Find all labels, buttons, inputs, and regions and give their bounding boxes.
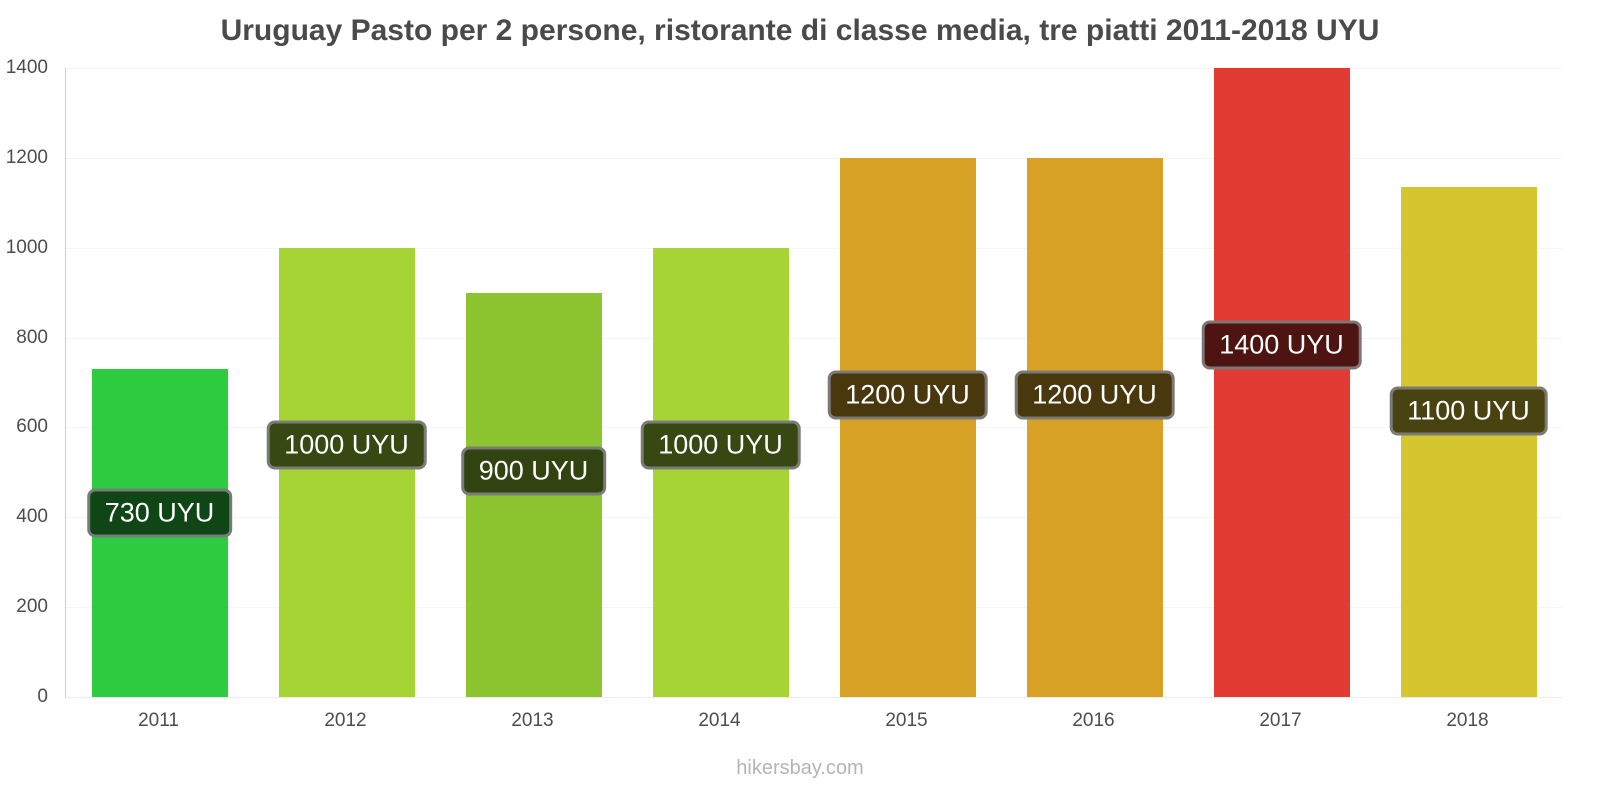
x-tick-label: 2017: [1259, 710, 1302, 731]
x-tick-label: 2018: [1446, 710, 1489, 731]
bar-value-label: 900 UYU: [460, 446, 607, 496]
chart-title: Uruguay Pasto per 2 persone, ristorante …: [220, 14, 1380, 47]
y-tick-label: 400: [16, 506, 48, 528]
y-axis-labels: 0 200 400 600 800 1000 1200 1400: [0, 57, 56, 707]
x-tick-label: 2013: [511, 710, 554, 731]
bar-value-label: 1200 UYU: [827, 370, 988, 420]
gridline: [66, 337, 1562, 339]
bar-value-label: 1400 UYU: [1201, 320, 1362, 370]
x-axis-labels: 2011 2012 2013 2014 2015 2016 2017 2018: [65, 710, 1561, 740]
y-tick-label: 1200: [5, 146, 48, 168]
bar-value-label: 1200 UYU: [1014, 370, 1175, 420]
bar-value-label: 1100 UYU: [1389, 386, 1548, 436]
y-tick-label: 800: [16, 326, 48, 348]
y-tick-label: 1000: [5, 236, 48, 258]
footer: hikersbay.com: [0, 757, 1600, 780]
gridline: [66, 68, 1562, 69]
gridline: [66, 607, 1562, 609]
bar-2014: [652, 247, 789, 697]
bar-value-label: 1000 UYU: [266, 420, 427, 470]
y-tick-label: 1400: [5, 57, 48, 78]
bar-value-label: 1000 UYU: [640, 420, 801, 470]
bar-2018: [1400, 187, 1537, 697]
bar-2017: [1213, 68, 1350, 697]
gridline: [66, 157, 1562, 159]
bar-2012: [278, 247, 415, 697]
gridline: [66, 247, 1562, 249]
bar-2016: [1026, 157, 1163, 697]
x-tick-label: 2015: [885, 710, 928, 731]
y-tick-label: 200: [16, 596, 48, 618]
x-tick-label: 2011: [138, 710, 179, 731]
x-tick-label: 2014: [698, 710, 741, 731]
y-tick-label: 600: [16, 416, 48, 438]
bar-2015: [839, 157, 976, 697]
footer-link[interactable]: hikersbay.com: [736, 757, 864, 779]
gridline: [66, 427, 1562, 429]
bar-value-label: 730 UYU: [86, 488, 233, 538]
x-tick-label: 2012: [324, 710, 367, 731]
x-tick-label: 2016: [1072, 710, 1115, 731]
gridline: [66, 517, 1562, 519]
y-tick-label: 0: [37, 686, 48, 707]
plot-area: 730 UYU 1000 UYU 900 UYU 1000 UYU 1200 UYU 12…: [65, 68, 1562, 698]
